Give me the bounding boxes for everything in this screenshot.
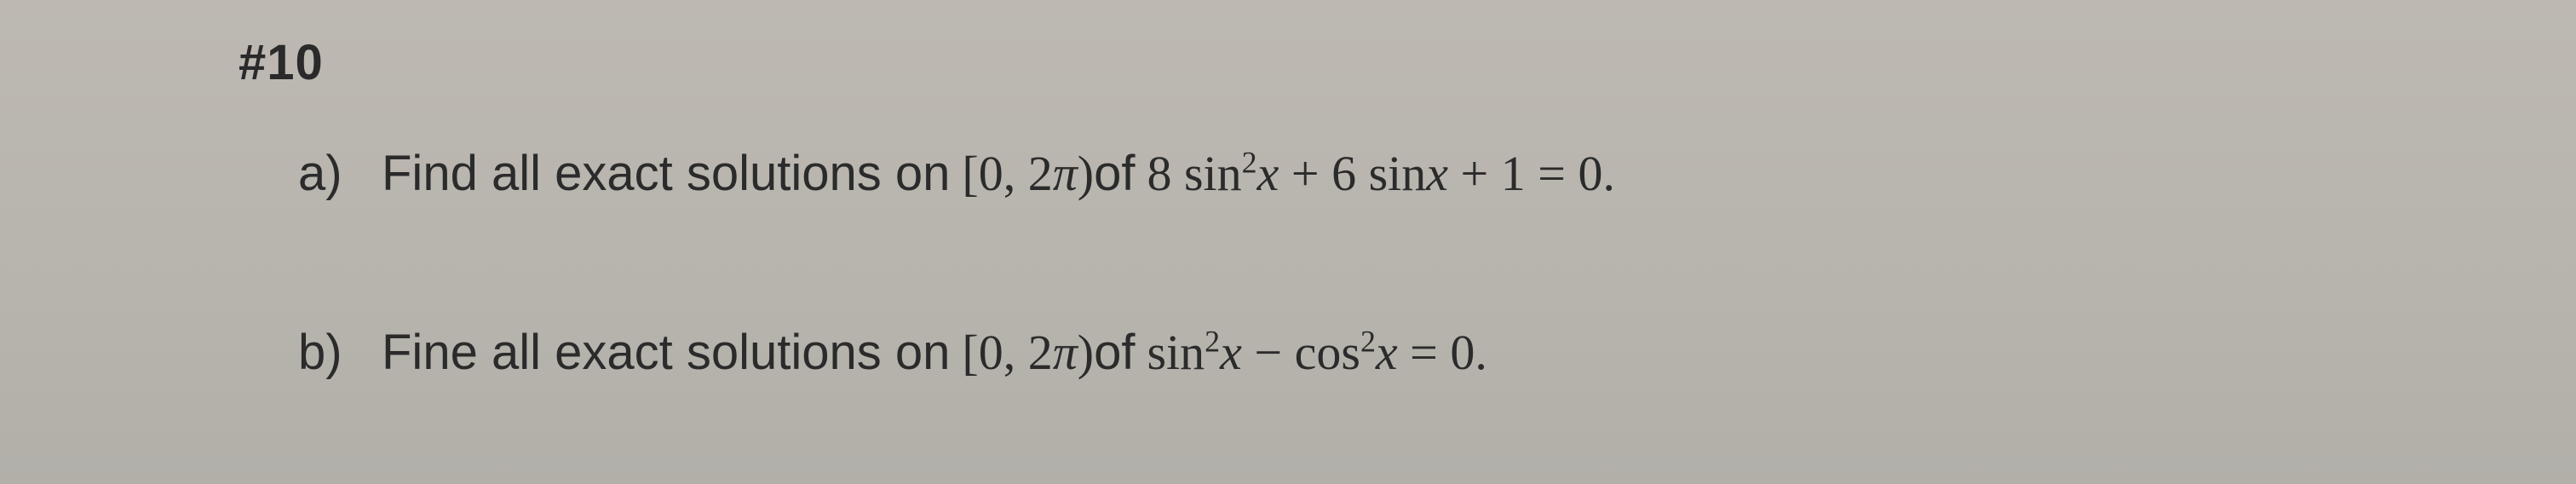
- pi-symbol: π: [1053, 325, 1078, 380]
- math-expression: [0, 2π): [962, 145, 1094, 202]
- sup: 2: [1242, 146, 1257, 180]
- interval-close: ): [1078, 146, 1094, 201]
- of-text: of: [1094, 145, 1135, 202]
- math-expression: [0, 2π): [962, 324, 1094, 381]
- var: x: [1220, 325, 1242, 380]
- part-a: a) Find all exact solutions on [0, 2π) o…: [298, 145, 1615, 202]
- fn: sin: [1369, 146, 1427, 201]
- part-label: a): [298, 145, 358, 202]
- pi-symbol: π: [1053, 146, 1078, 201]
- sup: 2: [1360, 325, 1376, 359]
- problem-page: { "background_color": "#b9b6b1", "text_c…: [0, 0, 2576, 484]
- fn: sin: [1184, 146, 1242, 201]
- equation: 8 sin2x + 6 sinx + 1 = 0.: [1147, 145, 1615, 202]
- coef: 8: [1147, 146, 1171, 201]
- part-b: b) Fine all exact solutions on [0, 2π) o…: [298, 324, 1487, 381]
- var: x: [1376, 325, 1398, 380]
- part-prompt: Find all exact solutions on: [382, 145, 950, 202]
- op: +: [1279, 146, 1331, 201]
- problem-number: #10: [239, 34, 324, 91]
- var: x: [1426, 146, 1448, 201]
- equation: sin2x − cos2x = 0.: [1147, 324, 1486, 381]
- interval-close: ): [1078, 325, 1094, 380]
- fn: sin: [1147, 325, 1205, 380]
- part-prompt: Fine all exact solutions on: [382, 324, 950, 381]
- var: x: [1257, 146, 1279, 201]
- tail: + 1 = 0.: [1448, 146, 1615, 201]
- interval-open: [0, 2: [962, 146, 1052, 201]
- part-label: b): [298, 324, 358, 381]
- sup: 2: [1205, 325, 1220, 359]
- interval-open: [0, 2: [962, 325, 1052, 380]
- tail: = 0.: [1398, 325, 1487, 380]
- of-text: of: [1094, 324, 1135, 381]
- op: −: [1242, 325, 1295, 380]
- coef: 6: [1331, 146, 1356, 201]
- fn: cos: [1295, 325, 1360, 380]
